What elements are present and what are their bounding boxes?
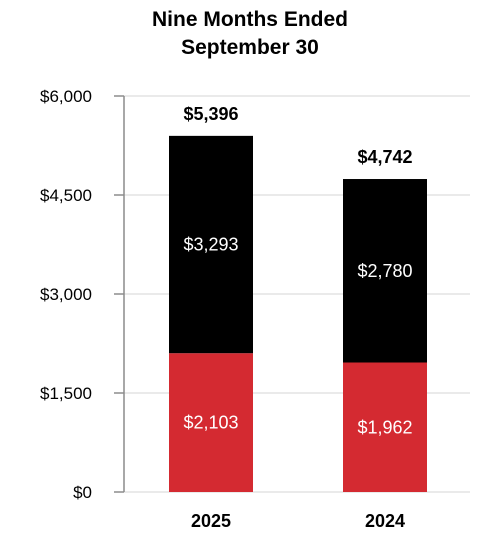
y-tick-label: $4,500 xyxy=(40,186,92,205)
segment-data-label: $2,103 xyxy=(183,413,238,433)
total-data-label: $4,742 xyxy=(357,147,412,167)
bar-segment-black xyxy=(169,135,253,354)
x-tick-label: 2024 xyxy=(365,511,405,531)
total-data-label: $5,396 xyxy=(183,104,238,124)
chart-title-line-2: September 30 xyxy=(181,36,319,59)
bar-segment-red xyxy=(343,362,427,492)
bar-segment-red xyxy=(169,353,253,492)
segment-data-label: $1,962 xyxy=(357,417,412,437)
y-tick-label: $1,500 xyxy=(40,384,92,403)
bar-segment-black xyxy=(343,179,427,363)
y-tick-label: $6,000 xyxy=(40,87,92,106)
y-tick-label: $3,000 xyxy=(40,285,92,304)
x-tick-label: 2025 xyxy=(191,511,231,531)
segment-data-label: $3,293 xyxy=(183,235,238,255)
chart-title-line-1: Nine Months Ended xyxy=(152,8,348,31)
segment-data-label: $2,780 xyxy=(357,261,412,281)
y-tick-label: $0 xyxy=(73,483,92,502)
